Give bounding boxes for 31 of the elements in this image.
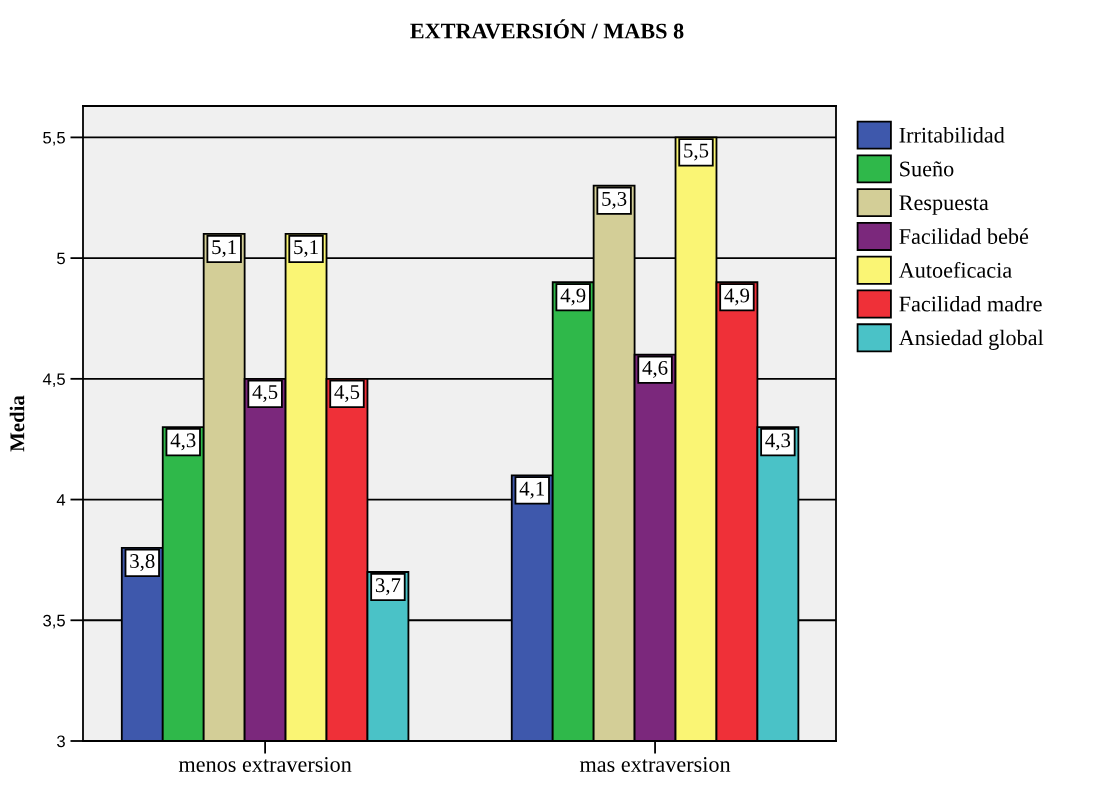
x-tick-label: menos extraversion <box>178 756 352 772</box>
y-tick-label: 4 <box>56 494 66 506</box>
y-tick-label: 5,5 <box>43 131 65 146</box>
legend-label: Facilidad bebé <box>899 228 1029 244</box>
legend-label: Ansiedad global <box>898 329 1044 350</box>
legend-label: Respuesta <box>899 195 989 215</box>
data-label: 4,6 <box>642 360 668 378</box>
y-tick-label: 3 <box>57 735 65 748</box>
data-label: 5,1 <box>294 240 318 258</box>
y-tick-label: 4,5 <box>42 373 65 387</box>
data-label: 4,3 <box>765 433 791 451</box>
data-label: 4,9 <box>560 288 586 306</box>
data-label: 4,9 <box>724 288 750 306</box>
data-label: 5,3 <box>602 191 627 209</box>
data-label: 5,1 <box>212 240 236 258</box>
data-label: 4,5 <box>334 385 360 403</box>
legend-label: Sueño <box>900 161 954 177</box>
legend-label: Irritabilidad <box>899 127 1005 143</box>
legend-label: Facilidad madre <box>899 295 1042 312</box>
x-tick-label: mas extraversion <box>579 756 731 772</box>
data-label: 4,3 <box>170 433 196 451</box>
data-label: 5,5 <box>684 143 709 161</box>
data-label: 4,5 <box>252 385 278 403</box>
y-tick-label: 3,5 <box>43 614 65 629</box>
legend-label: Autoeficacia <box>898 261 1012 278</box>
data-label: 4,1 <box>519 481 544 499</box>
y-tick-label: 5 <box>57 252 65 265</box>
chart-title: EXTRAVERSIÓN / MABS 8 <box>410 19 684 39</box>
data-label: 3,7 <box>375 578 401 596</box>
y-axis-title: Media <box>9 395 25 452</box>
data-label: 3,8 <box>130 554 155 572</box>
